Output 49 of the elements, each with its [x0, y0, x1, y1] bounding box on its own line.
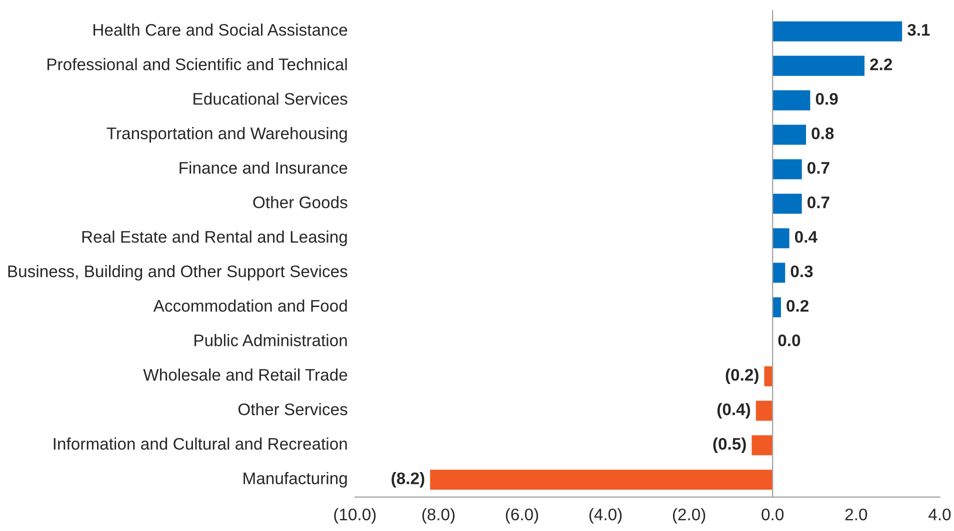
bar	[772, 262, 786, 283]
data-label: 0.7	[808, 162, 830, 174]
y-tick-label: Real Estate and Rental and Leasing	[82, 230, 347, 246]
data-label: 0.0	[778, 334, 800, 346]
data-label: (8.2)	[392, 472, 424, 488]
bar	[752, 435, 773, 456]
bar	[772, 56, 864, 76]
bar	[772, 159, 802, 180]
y-tick-label: Wholesale and Retail Trade	[143, 368, 348, 381]
data-label: 3.1	[907, 24, 930, 36]
x-tick-label: (10.0)	[334, 508, 376, 524]
data-label: 0.4	[794, 230, 818, 243]
bar	[772, 21, 902, 42]
y-tick-label: Educational Services	[194, 92, 348, 105]
data-label: 0.3	[790, 265, 813, 278]
x-tick-label: (8.0)	[422, 508, 455, 524]
data-label: (0.2)	[726, 368, 758, 384]
bar	[764, 366, 773, 386]
data-label: (0.5)	[713, 438, 746, 454]
data-label: 0.2	[786, 300, 808, 312]
y-tick-label: Other Goods	[253, 196, 348, 208]
x-tick-label: 2.0	[845, 508, 868, 520]
y-tick-label: Business, Building and Other Support Sevices	[8, 265, 348, 281]
y-tick-label: Manufacturing	[244, 472, 347, 488]
y-tick-label: Professional and Scientific and Technical	[48, 58, 347, 70]
bar	[772, 194, 802, 214]
y-tick-label: Accommodation and Food	[153, 300, 347, 312]
data-label: (0.4)	[717, 403, 750, 419]
data-label: 2.2	[870, 58, 892, 70]
bar	[772, 228, 790, 248]
y-tick-label: Health Care and Social Assistance	[94, 24, 348, 36]
bar	[430, 470, 773, 490]
x-tick-label: 4.0	[928, 508, 951, 520]
data-label: 0.7	[808, 196, 830, 208]
x-tick-label: (4.0)	[589, 508, 622, 524]
data-label: 0.8	[812, 127, 834, 140]
bar	[756, 400, 773, 421]
x-tick-label: (2.0)	[672, 508, 706, 524]
bar	[772, 297, 781, 318]
bar	[772, 90, 810, 110]
y-tick-label: Transportation and Warehousing	[106, 127, 347, 143]
bar	[772, 124, 806, 145]
y-tick-label: Information and Cultural and Recreation	[54, 438, 347, 450]
data-label: 0.9	[816, 92, 838, 105]
y-tick-label: Other Services	[238, 403, 348, 416]
y-tick-label: Public Administration	[194, 334, 347, 346]
y-tick-label: Finance and Insurance	[180, 162, 348, 174]
x-tick-label: (6.0)	[506, 508, 538, 524]
x-tick-label: 0.0	[762, 508, 784, 520]
